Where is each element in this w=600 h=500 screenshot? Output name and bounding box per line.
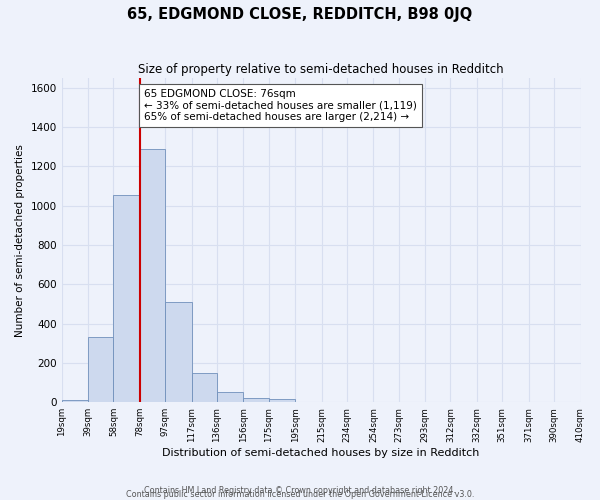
Bar — [244, 398, 269, 402]
Bar — [140, 149, 165, 402]
Text: Contains HM Land Registry data © Crown copyright and database right 2024.: Contains HM Land Registry data © Crown c… — [144, 486, 456, 495]
Title: Size of property relative to semi-detached houses in Redditch: Size of property relative to semi-detach… — [138, 62, 504, 76]
Bar — [192, 372, 217, 402]
Bar — [88, 338, 113, 402]
Text: 65, EDGMOND CLOSE, REDDITCH, B98 0JQ: 65, EDGMOND CLOSE, REDDITCH, B98 0JQ — [127, 8, 473, 22]
Y-axis label: Number of semi-detached properties: Number of semi-detached properties — [15, 144, 25, 336]
Bar — [165, 302, 192, 402]
X-axis label: Distribution of semi-detached houses by size in Redditch: Distribution of semi-detached houses by … — [163, 448, 480, 458]
Bar — [62, 400, 88, 402]
Bar — [269, 400, 295, 402]
Text: Contains public sector information licensed under the Open Government Licence v3: Contains public sector information licen… — [126, 490, 474, 499]
Bar — [113, 195, 140, 402]
Bar — [217, 392, 244, 402]
Text: 65 EDGMOND CLOSE: 76sqm
← 33% of semi-detached houses are smaller (1,119)
65% of: 65 EDGMOND CLOSE: 76sqm ← 33% of semi-de… — [144, 89, 417, 122]
